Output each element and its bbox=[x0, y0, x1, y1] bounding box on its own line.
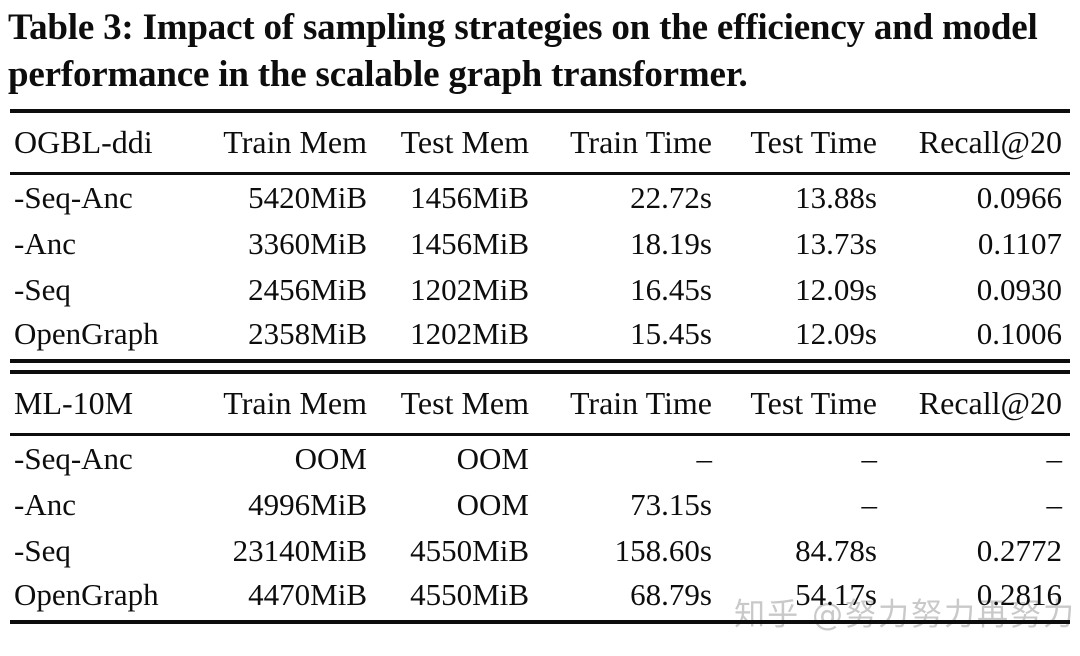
strategy-label-cell: OpenGraph bbox=[14, 315, 159, 351]
column-header: Test Time bbox=[750, 124, 877, 160]
value-cell: 1202MiB bbox=[410, 315, 529, 351]
strategy-label-cell: -Seq bbox=[14, 272, 71, 307]
value-cell: 2456MiB bbox=[248, 272, 367, 307]
table-row: -Anc 3360MiB 1456MiB 18.19s 13.73s 0.1107 bbox=[10, 221, 1070, 267]
value-cell: 84.78s bbox=[795, 533, 877, 568]
table-row: OpenGraph 4470MiB 4550MiB 68.79s 54.17s 0.281… bbox=[10, 574, 1070, 620]
strategy-label-cell: -Seq-Anc bbox=[14, 441, 133, 476]
divider-bar bbox=[10, 359, 1070, 363]
value-cell: 0.1006 bbox=[976, 315, 1062, 351]
strategy-label-cell: -Seq-Anc bbox=[14, 180, 133, 215]
strategy-label-cell: OpenGraph bbox=[14, 576, 159, 612]
value-cell: 4550MiB bbox=[410, 576, 529, 612]
dataset-name-header: ML-10M bbox=[14, 385, 134, 421]
value-cell: 3360MiB bbox=[248, 226, 367, 261]
strategy-label-cell: -Anc bbox=[14, 487, 76, 522]
value-cell: 5420MiB bbox=[248, 180, 367, 215]
table-row: -Anc 4996MiB OOM 73.15s – – bbox=[10, 482, 1070, 528]
table-rule-thin bbox=[10, 172, 1070, 175]
value-cell: 23140MiB bbox=[232, 533, 367, 568]
value-cell: 68.79s bbox=[630, 576, 712, 612]
value-cell: OOM bbox=[456, 487, 529, 522]
value-cell: 0.2816 bbox=[976, 576, 1062, 612]
strategy-label-cell: -Anc bbox=[14, 226, 76, 261]
value-cell: 4470MiB bbox=[248, 576, 367, 612]
value-cell: 2358MiB bbox=[248, 315, 367, 351]
value-cell: 22.72s bbox=[630, 180, 712, 215]
column-header: Test Mem bbox=[400, 124, 529, 160]
section-header-table: ML-10M Train Mem Test Mem Train Time Test Ti… bbox=[10, 374, 1070, 433]
value-cell: 4996MiB bbox=[248, 487, 367, 522]
results-table: OGBL-ddi Train Mem Test Mem Train Time Test … bbox=[10, 109, 1070, 624]
value-cell: 12.09s bbox=[795, 272, 877, 307]
table-row: -Seq 23140MiB 4550MiB 158.60s 84.78s 0.2772 bbox=[10, 528, 1070, 574]
value-cell: 1202MiB bbox=[410, 272, 529, 307]
value-cell: 4550MiB bbox=[410, 533, 529, 568]
column-header: Test Time bbox=[750, 385, 877, 421]
zhihu-watermark: 知乎 @努力努力再努力 bbox=[734, 597, 1076, 633]
table-row: -Seq-Anc 5420MiB 1456MiB 22.72s 13.88s 0.0966 bbox=[10, 175, 1070, 221]
section-header-table: OGBL-ddi Train Mem Test Mem Train Time Test … bbox=[10, 113, 1070, 172]
value-cell: – bbox=[696, 441, 713, 476]
table-row: -Seq 2456MiB 1202MiB 16.45s 12.09s 0.0930 bbox=[10, 267, 1070, 313]
value-cell: 1456MiB bbox=[410, 226, 529, 261]
column-header: Train Time bbox=[570, 385, 712, 421]
value-cell: 13.88s bbox=[795, 180, 877, 215]
column-header: Recall@20 bbox=[918, 124, 1062, 160]
value-cell: 54.17s bbox=[795, 576, 877, 612]
header-row: OGBL-ddi Train Mem Test Mem Train Time Test … bbox=[10, 113, 1070, 172]
value-cell: – bbox=[861, 441, 878, 476]
value-cell: 0.1107 bbox=[977, 226, 1062, 261]
strategy-label-cell: -Seq bbox=[14, 533, 71, 568]
value-cell: OOM bbox=[294, 441, 367, 476]
value-cell: OOM bbox=[456, 441, 529, 476]
value-cell: 0.2772 bbox=[976, 533, 1062, 568]
column-header: Train Time bbox=[570, 124, 712, 160]
value-cell: – bbox=[1046, 441, 1063, 476]
value-cell: 15.45s bbox=[630, 315, 712, 351]
table-rule-thin bbox=[10, 433, 1070, 436]
value-cell: – bbox=[861, 487, 878, 522]
column-header: Train Mem bbox=[223, 124, 367, 160]
table-rule bbox=[10, 109, 1070, 113]
header-row: ML-10M Train Mem Test Mem Train Time Test Ti… bbox=[10, 374, 1070, 433]
value-cell: 13.73s bbox=[795, 226, 877, 261]
table-row: OpenGraph 2358MiB 1202MiB 15.45s 12.09s 0.100… bbox=[10, 313, 1070, 359]
section-body-table: -Seq-Anc OOM OOM – – – -Anc 4996MiB OOM 73.15s – – -… bbox=[10, 436, 1070, 620]
table-row: -Seq-Anc OOM OOM – – – bbox=[10, 436, 1070, 482]
value-cell: 18.19s bbox=[630, 226, 712, 261]
value-cell: 0.0966 bbox=[976, 180, 1062, 215]
section-body-table: -Seq-Anc 5420MiB 1456MiB 22.72s 13.88s 0.0966… bbox=[10, 175, 1070, 359]
column-header: Recall@20 bbox=[918, 385, 1062, 421]
column-header: Train Mem bbox=[223, 385, 367, 421]
table-caption: Table 3: Impact of sampling strategies o… bbox=[8, 7, 1038, 95]
paper-page: Table 3: Impact of sampling strategies o… bbox=[8, 7, 1070, 624]
value-cell: 1456MiB bbox=[410, 180, 529, 215]
value-cell: 12.09s bbox=[795, 315, 877, 351]
value-cell: – bbox=[1046, 487, 1063, 522]
dataset-name-header: OGBL-ddi bbox=[14, 124, 153, 160]
divider-gap bbox=[10, 363, 1070, 370]
divider-bar bbox=[10, 370, 1070, 374]
section-divider-double-rule bbox=[10, 359, 1070, 374]
column-header: Test Mem bbox=[400, 385, 529, 421]
value-cell: 0.0930 bbox=[976, 272, 1062, 307]
value-cell: 73.15s bbox=[630, 487, 712, 522]
value-cell: 16.45s bbox=[630, 272, 712, 307]
value-cell: 158.60s bbox=[614, 533, 712, 568]
table-rule bbox=[10, 620, 1070, 624]
